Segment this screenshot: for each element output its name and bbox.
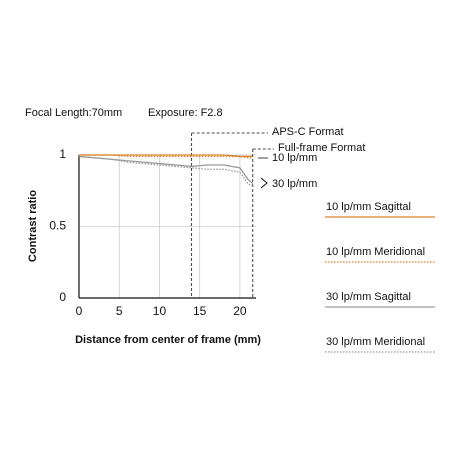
x-axis-label: Distance from center of frame (mm) [75, 334, 261, 346]
format-label: Full-frame Format [278, 142, 365, 154]
x-tick-label: 10 [153, 304, 167, 318]
y-axis-label: Contrast ratio [27, 190, 39, 262]
mtf-curve [79, 154, 253, 158]
bracket [260, 177, 268, 189]
x-tick-label: 0 [76, 304, 83, 318]
mtf-curve [78, 155, 254, 185]
x-tick-label: 15 [193, 304, 207, 318]
curve-label: 10 lp/mm [272, 152, 317, 164]
format-label: APS-C Format [272, 126, 344, 138]
mtf-curve [79, 154, 253, 159]
legend-label: 10 lp/mm Meridional [326, 246, 425, 258]
legend-label: 10 lp/mm Sagittal [326, 201, 411, 213]
y-tick-label: 1 [59, 147, 66, 161]
legend-label: 30 lp/mm Meridional [326, 336, 425, 348]
x-tick-label: 20 [233, 304, 247, 318]
y-tick-label: 0 [59, 290, 66, 304]
x-tick-label: 5 [116, 304, 123, 318]
curve-label: 30 lp/mm [272, 178, 317, 190]
y-tick-label: 0.5 [49, 219, 66, 233]
focal-length: Focal Length:70mm [25, 107, 122, 119]
exposure: Exposure: F2.8 [148, 107, 223, 119]
mtf-curve [78, 155, 254, 188]
legend-label: 30 lp/mm Sagittal [326, 291, 411, 303]
